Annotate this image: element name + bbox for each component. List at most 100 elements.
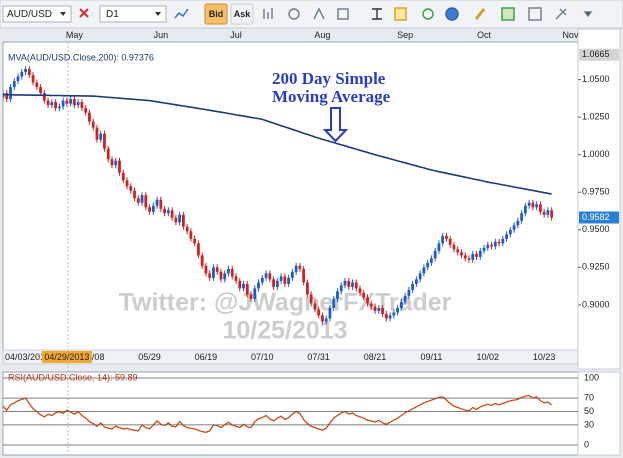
candle-body: [302, 268, 306, 283]
icon-refresh[interactable]: [422, 8, 434, 20]
timeframe: D1: [106, 9, 119, 20]
symbol: AUD/USD: [7, 9, 52, 20]
y-tick-label: 1.0500: [582, 74, 610, 84]
y-tick-label: 100: [584, 372, 599, 382]
bid-label: Bid: [209, 9, 224, 19]
candle-body: [257, 282, 260, 289]
y-tick-label: 0.9750: [582, 187, 610, 197]
candle-body: [24, 69, 27, 73]
candle-body: [20, 72, 24, 77]
candle-body: [227, 268, 230, 274]
ask-button[interactable]: [230, 3, 254, 25]
x-tick-label: 07/10: [251, 352, 274, 362]
y-tick-label: 0.9500: [582, 224, 610, 234]
ma-title: MVA(AUD/USD.Close,200): 0.97376: [8, 52, 154, 62]
candle-body: [493, 241, 497, 247]
icon-tool[interactable]: [313, 7, 325, 20]
candle-body: [148, 207, 151, 212]
candle-body: [448, 238, 452, 245]
month-label: Aug: [314, 30, 330, 40]
candle-body: [39, 87, 42, 94]
candle-body: [9, 87, 12, 100]
candle-body: [272, 279, 275, 287]
annotation: Moving Average: [272, 87, 391, 106]
y-tick-label: 0: [584, 439, 589, 449]
candle-body: [358, 288, 362, 293]
x-tick-label: 08/21: [364, 352, 387, 362]
icon-window[interactable]: [528, 7, 542, 21]
cursor-label: 04/29/2013: [44, 352, 89, 362]
candle-body: [166, 210, 170, 214]
rsi-plot: [2, 371, 579, 456]
timeframe-dropdown[interactable]: [99, 5, 167, 23]
candle-body: [313, 303, 317, 310]
candle-body: [197, 243, 200, 256]
candle-body: [366, 297, 369, 304]
candle-body: [76, 102, 80, 106]
candle-body: [163, 208, 166, 214]
candle-body: [336, 291, 339, 299]
candle-body: [65, 100, 69, 104]
candle-body: [245, 283, 249, 295]
x-tick-label: 04/03/2013: [5, 352, 50, 362]
candle-body: [238, 280, 242, 289]
candle-body: [381, 307, 384, 314]
candle-body: [242, 283, 245, 289]
month-label: Jul: [230, 30, 242, 40]
candle-body: [309, 294, 313, 304]
candle-body: [527, 202, 531, 206]
candle-body: [125, 180, 129, 187]
candle-body: [106, 148, 110, 160]
candle-body: [275, 280, 279, 287]
icon-more[interactable]: [583, 11, 593, 18]
candle-body: [456, 249, 460, 253]
icon-chart[interactable]: [174, 8, 189, 19]
y-tick-label: 0.9000: [582, 299, 610, 309]
candle-body: [343, 280, 347, 286]
icon-circle[interactable]: [288, 8, 300, 20]
bid-button[interactable]: [204, 3, 228, 25]
candle-body: [403, 295, 407, 302]
candle-body: [118, 160, 121, 173]
candle-body: [441, 235, 445, 244]
toolbar-icons: [263, 7, 593, 21]
candle-body: [550, 210, 554, 218]
candle-body: [452, 244, 456, 250]
candle-body: [140, 195, 144, 203]
candle-body: [253, 288, 257, 299]
icon-pencil[interactable]: [474, 8, 486, 20]
candle-body: [535, 204, 539, 208]
candle-body: [497, 241, 501, 244]
candle-body: [508, 229, 512, 235]
icon-settings[interactable]: [555, 8, 567, 20]
icon-line[interactable]: [372, 8, 382, 20]
symbol-dropdown[interactable]: [2, 5, 72, 23]
candle-body: [283, 276, 287, 284]
candle-body: [42, 93, 46, 101]
y-tick-label: 1.0000: [582, 149, 610, 159]
icon-bars[interactable]: [263, 8, 273, 19]
candle-body: [223, 273, 227, 280]
candle-body: [328, 307, 332, 319]
candle-body: [422, 267, 426, 274]
candle-body: [407, 289, 411, 296]
icon-remove[interactable]: [79, 8, 89, 18]
candle-body: [50, 102, 54, 106]
candle-body: [181, 214, 185, 227]
icon-note[interactable]: [394, 7, 407, 21]
x-tick-label: 10/02: [477, 352, 500, 362]
candle-body: [463, 255, 467, 259]
candle-body: [298, 265, 302, 269]
candle-body: [362, 292, 366, 298]
x-tick-label: 06/19: [195, 352, 218, 362]
icon-image[interactable]: [501, 7, 515, 21]
candle-body: [490, 244, 493, 247]
candle-body: [339, 285, 343, 292]
icon-globe[interactable]: [445, 7, 459, 21]
icon-box[interactable]: [337, 8, 349, 20]
y-tick-label: 0.9250: [582, 262, 610, 272]
candle-body: [133, 190, 136, 199]
candle-body: [189, 231, 193, 239]
candle-body: [260, 277, 264, 283]
candle-body: [200, 255, 204, 266]
